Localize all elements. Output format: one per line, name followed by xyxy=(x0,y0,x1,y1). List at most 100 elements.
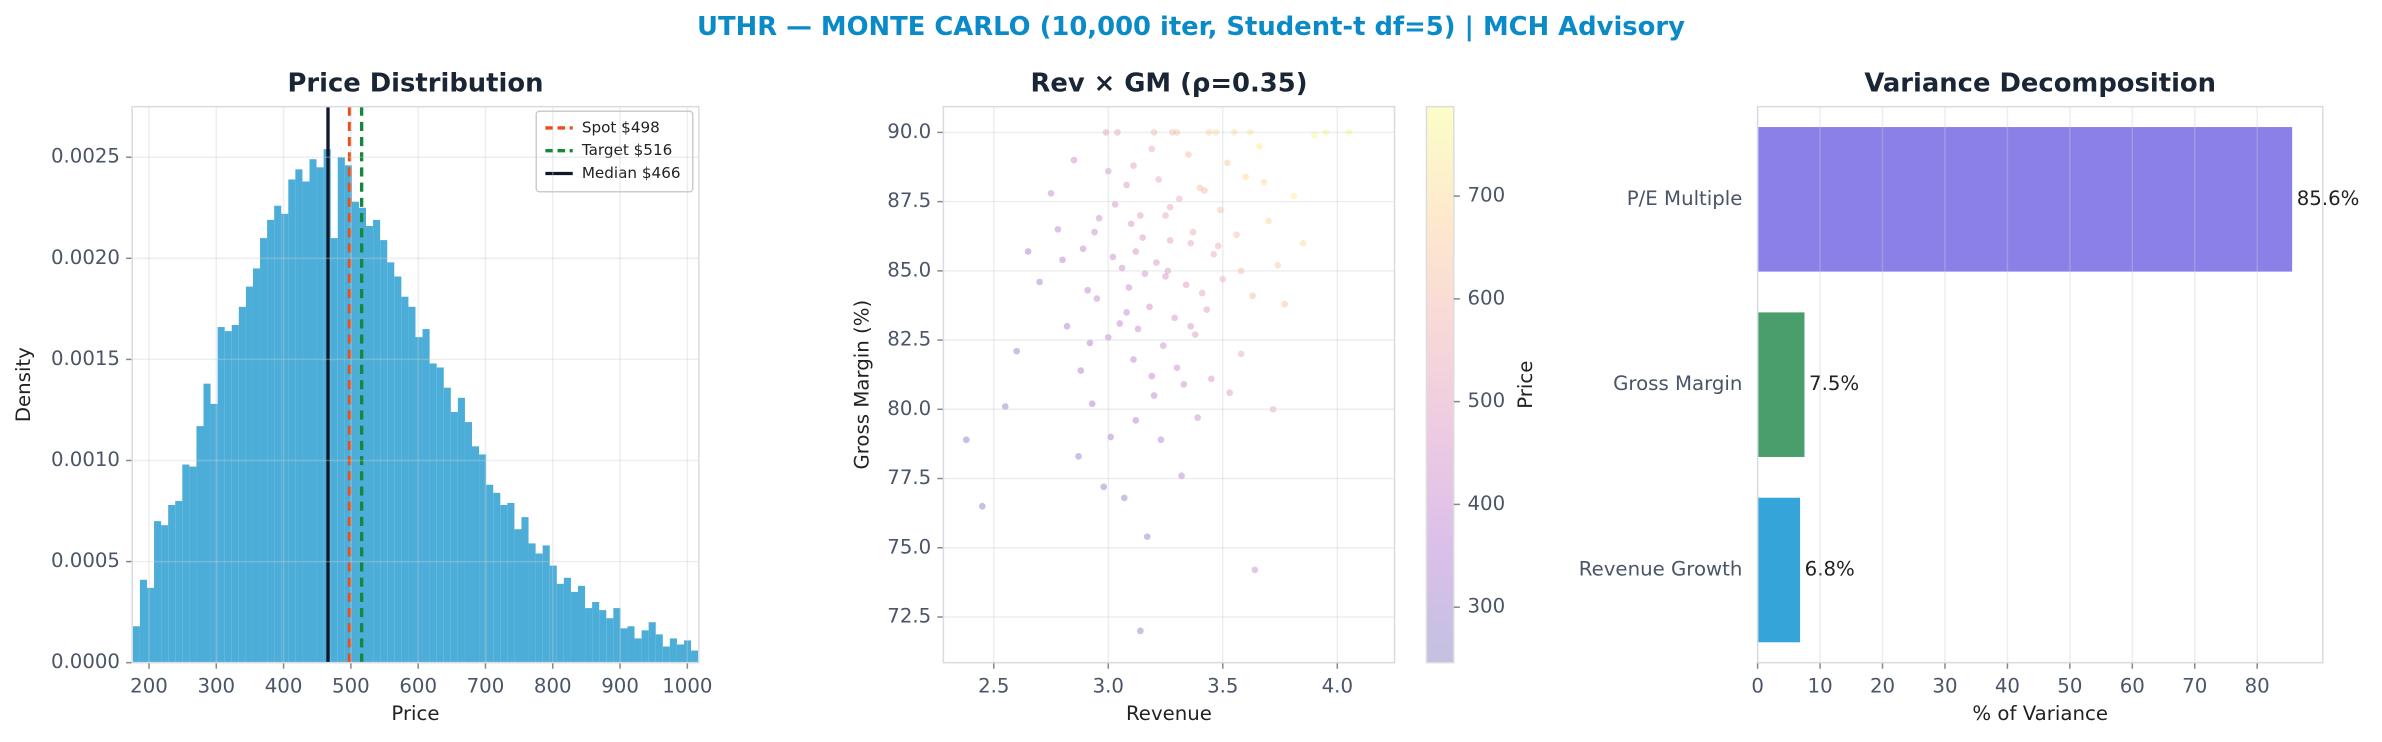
histogram-bar xyxy=(585,608,593,663)
scatter-point xyxy=(1153,259,1160,266)
histogram-bar xyxy=(669,638,677,663)
histogram-bar xyxy=(217,327,225,663)
histogram-bar xyxy=(260,238,268,663)
histogram-bar xyxy=(676,644,684,663)
histogram-bar xyxy=(641,630,649,663)
x-tick-label: 50 xyxy=(2057,674,2082,697)
histogram-bar xyxy=(578,585,586,663)
category-label: Revenue Growth xyxy=(1579,558,1743,581)
scatter-point xyxy=(1130,162,1137,169)
y-tick-label: 85.0 xyxy=(887,258,931,281)
scatter-point xyxy=(1212,129,1220,136)
scatter-point xyxy=(1274,261,1282,269)
scatter-point xyxy=(1123,181,1130,189)
histogram-bar xyxy=(252,268,261,663)
scatter-point xyxy=(1322,129,1330,136)
scatter-point xyxy=(1130,356,1137,363)
scatter-point xyxy=(1246,129,1254,136)
scatter-point xyxy=(1205,129,1213,136)
histogram-bar xyxy=(464,422,473,663)
histogram-bar xyxy=(358,207,367,663)
value-label: 85.6% xyxy=(2297,187,2360,210)
scatter-point xyxy=(1141,270,1149,277)
scatter-point xyxy=(1203,306,1211,313)
histogram-bar xyxy=(683,640,692,663)
colorbar-tick-label: 700 xyxy=(1467,184,1505,207)
histogram-bar xyxy=(380,240,388,663)
y-tick-label: 90.0 xyxy=(887,120,931,143)
scatter-point xyxy=(1132,248,1140,255)
histogram-bar xyxy=(288,179,296,663)
scatter-point xyxy=(1182,281,1190,289)
figure-title: UTHR — MONTE CARLO (10,000 iter, Student… xyxy=(697,12,1685,42)
colorbar-tick-label: 600 xyxy=(1467,286,1505,309)
histogram-bar xyxy=(422,329,430,663)
scatter-point xyxy=(1210,250,1217,258)
histogram-bar xyxy=(139,579,147,663)
scatter-point xyxy=(1187,239,1195,247)
y-axis-label: Gross Margin (%) xyxy=(850,300,873,470)
scatter-point xyxy=(1118,264,1126,272)
histogram-bar xyxy=(387,262,395,663)
histogram-bar xyxy=(606,618,614,663)
scatter-point xyxy=(1269,405,1277,413)
scatter-point xyxy=(1173,364,1181,372)
histogram-bar xyxy=(394,276,402,663)
y-tick-label: 0.0025 xyxy=(51,145,120,168)
histogram-bar xyxy=(493,492,501,663)
colorbar xyxy=(1425,105,1455,664)
histogram-bar xyxy=(281,213,289,663)
scatter-point xyxy=(1265,217,1272,225)
scatter-point xyxy=(1137,212,1144,219)
y-tick-label: 0.0015 xyxy=(51,347,120,370)
scatter-point xyxy=(1260,178,1268,186)
scatter-point xyxy=(1189,228,1197,236)
scatter-point xyxy=(1219,275,1227,283)
y-tick-label: 75.0 xyxy=(887,535,931,558)
y-tick-label: 82.5 xyxy=(887,328,931,351)
scatter-point xyxy=(1187,322,1195,330)
scatter-point xyxy=(1079,245,1087,253)
scatter-point xyxy=(1237,350,1245,358)
scatter-point xyxy=(1125,284,1133,291)
scatter-point xyxy=(1180,381,1188,388)
scatter-point xyxy=(1251,566,1259,574)
bar xyxy=(1757,312,1805,457)
scatter-point xyxy=(1047,189,1055,197)
scatter-point xyxy=(1104,167,1112,175)
scatter-point xyxy=(1226,389,1234,397)
x-tick-label: 4.0 xyxy=(1322,674,1353,697)
histogram-bar xyxy=(521,517,529,663)
chart-title: Price Distribution xyxy=(287,68,543,98)
y-tick-label: 87.5 xyxy=(887,189,931,212)
x-tick-label: 600 xyxy=(399,674,437,697)
histogram-bar xyxy=(655,634,663,663)
scatter-point xyxy=(1173,129,1181,136)
x-axis-label: Revenue xyxy=(1126,702,1212,725)
scatter-point xyxy=(1132,417,1140,424)
x-tick-label: 3.5 xyxy=(1207,674,1238,697)
scatter-point xyxy=(1143,533,1151,541)
x-tick-label: 80 xyxy=(2245,674,2270,697)
scatter-point xyxy=(1104,333,1112,341)
scatter-point xyxy=(1093,295,1101,302)
scatter-point xyxy=(1024,248,1032,255)
scatter-point xyxy=(1290,192,1298,200)
scatter-point xyxy=(1217,206,1224,214)
histogram-bar xyxy=(479,454,487,663)
scatter-point xyxy=(1299,239,1307,247)
y-tick-label: 72.5 xyxy=(887,604,931,627)
scatter-point xyxy=(1091,228,1098,236)
scatter-point xyxy=(1208,375,1215,383)
y-tick-label: 0.0020 xyxy=(51,246,120,269)
x-axis-label: Price xyxy=(391,702,439,725)
histogram-bar xyxy=(203,383,211,663)
scatter-point xyxy=(1077,367,1085,374)
scatter-point xyxy=(1107,433,1114,441)
scatter-point xyxy=(1063,322,1071,330)
histogram-bar xyxy=(154,521,162,663)
y-tick-label: 77.5 xyxy=(887,466,931,489)
scatter-point xyxy=(1148,145,1156,153)
category-label: Gross Margin xyxy=(1613,372,1742,395)
